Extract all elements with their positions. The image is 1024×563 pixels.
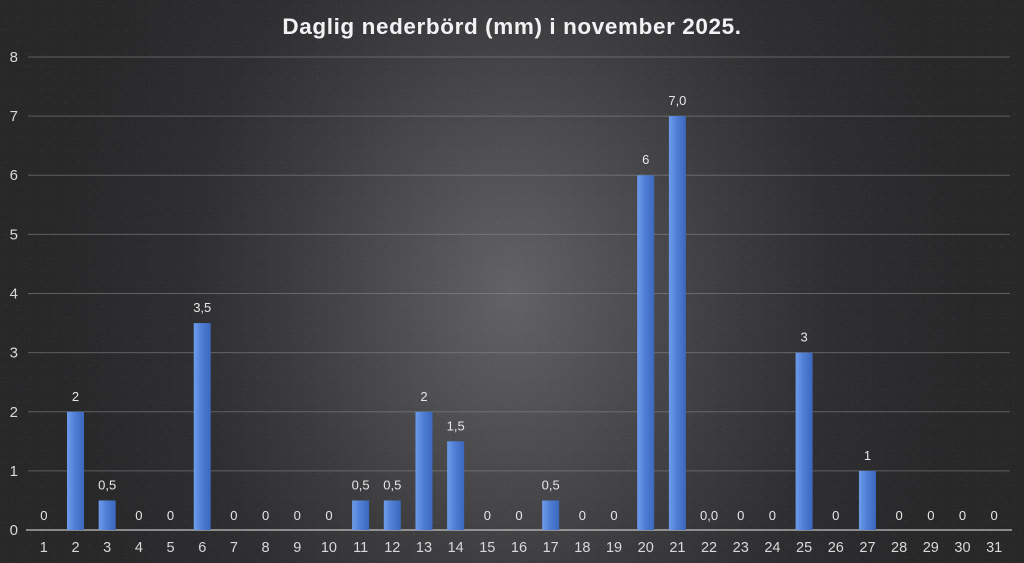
svg-text:18: 18	[574, 540, 590, 556]
svg-text:5: 5	[10, 226, 18, 243]
svg-text:0: 0	[832, 508, 839, 523]
svg-text:1: 1	[864, 448, 871, 463]
svg-text:0: 0	[896, 508, 903, 523]
svg-text:26: 26	[828, 540, 844, 556]
svg-text:2: 2	[420, 389, 427, 404]
svg-text:11: 11	[353, 540, 368, 556]
svg-text:0,5: 0,5	[542, 477, 560, 492]
svg-text:0: 0	[135, 508, 142, 523]
svg-text:19: 19	[606, 540, 622, 556]
svg-text:7: 7	[10, 108, 18, 125]
svg-text:0: 0	[991, 508, 998, 523]
svg-text:28: 28	[891, 540, 907, 556]
svg-text:0: 0	[610, 508, 617, 523]
svg-text:27: 27	[859, 540, 875, 556]
svg-text:21: 21	[669, 540, 685, 556]
svg-text:0: 0	[294, 508, 301, 523]
svg-text:0: 0	[325, 508, 332, 523]
svg-text:2: 2	[71, 540, 79, 556]
svg-text:0,0: 0,0	[700, 508, 718, 523]
svg-text:0: 0	[10, 522, 18, 539]
svg-text:22: 22	[701, 540, 717, 556]
svg-text:3: 3	[10, 345, 18, 362]
svg-text:6: 6	[198, 540, 206, 556]
svg-text:16: 16	[511, 540, 527, 556]
svg-text:0,5: 0,5	[352, 477, 370, 492]
svg-text:4: 4	[10, 286, 18, 303]
svg-text:15: 15	[479, 540, 495, 556]
svg-text:0,5: 0,5	[98, 477, 116, 492]
svg-text:9: 9	[293, 540, 301, 556]
svg-text:0: 0	[959, 508, 966, 523]
svg-text:1: 1	[40, 540, 48, 556]
svg-text:0: 0	[579, 508, 586, 523]
svg-text:1: 1	[10, 463, 18, 480]
svg-text:1,5: 1,5	[447, 418, 465, 433]
svg-text:14: 14	[448, 540, 464, 556]
svg-text:30: 30	[954, 540, 970, 556]
svg-text:6: 6	[642, 152, 649, 167]
svg-text:24: 24	[764, 540, 780, 556]
svg-text:4: 4	[135, 540, 143, 556]
svg-text:23: 23	[733, 540, 749, 556]
svg-text:0: 0	[230, 508, 237, 523]
svg-text:13: 13	[416, 540, 432, 556]
svg-text:0: 0	[262, 508, 269, 523]
svg-text:25: 25	[796, 540, 812, 556]
svg-text:10: 10	[321, 540, 337, 556]
svg-text:29: 29	[923, 540, 939, 556]
svg-text:2: 2	[72, 389, 79, 404]
svg-text:0: 0	[737, 508, 744, 523]
svg-text:3,5: 3,5	[193, 300, 211, 315]
svg-text:31: 31	[986, 540, 1002, 556]
svg-text:2: 2	[10, 404, 18, 421]
svg-text:7,0: 7,0	[668, 93, 686, 108]
svg-text:20: 20	[638, 540, 654, 556]
svg-text:0: 0	[769, 508, 776, 523]
svg-text:17: 17	[543, 540, 559, 556]
svg-text:0: 0	[927, 508, 934, 523]
svg-text:7: 7	[230, 540, 238, 556]
svg-text:0: 0	[167, 508, 174, 523]
svg-text:6: 6	[10, 167, 18, 184]
svg-text:0: 0	[515, 508, 522, 523]
svg-text:0: 0	[484, 508, 491, 523]
svg-text:5: 5	[167, 540, 175, 556]
svg-text:0: 0	[40, 508, 47, 523]
svg-text:8: 8	[10, 49, 18, 66]
svg-text:3: 3	[800, 330, 807, 345]
svg-text:12: 12	[384, 540, 400, 556]
svg-text:3: 3	[103, 540, 111, 556]
svg-text:8: 8	[262, 540, 270, 556]
svg-text:0,5: 0,5	[383, 477, 401, 492]
